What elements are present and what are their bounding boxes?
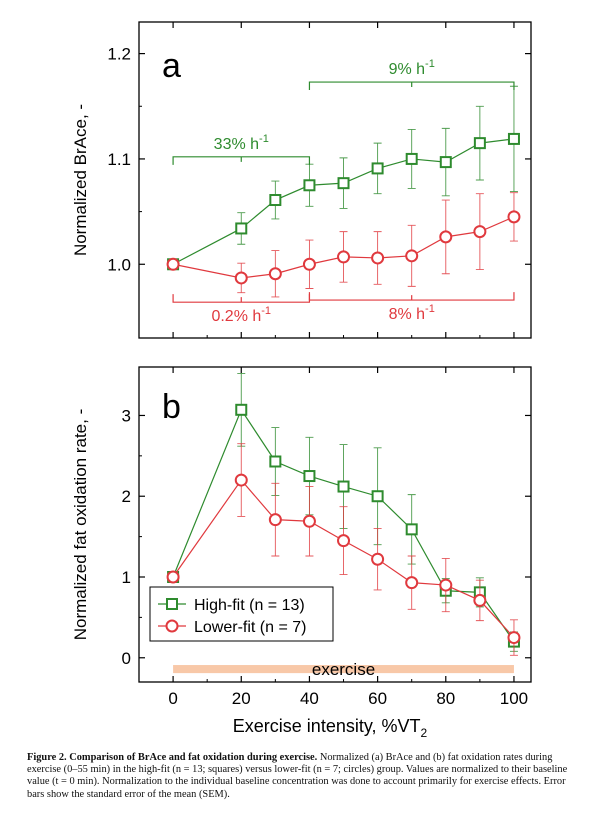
legend-marker-high <box>166 598 178 610</box>
data-point-low <box>302 514 316 528</box>
axes-frame <box>138 21 532 339</box>
annotation-rate: 8% h <box>389 306 425 323</box>
y-tick-label: 1.0 <box>107 255 131 274</box>
y-tick-label: 1 <box>122 568 131 587</box>
data-point-low <box>302 257 316 271</box>
y-axis-label: Normalized fat oxidation rate, - <box>71 409 90 641</box>
data-point-high <box>303 179 316 192</box>
data-point-high <box>235 403 248 416</box>
annotation-unit-exponent: -1 <box>425 58 435 70</box>
annotation-bracket <box>308 81 515 91</box>
data-point-low <box>405 576 419 590</box>
x-tick-label: 80 <box>436 689 455 708</box>
data-point-low <box>371 251 385 265</box>
annotation-label: 8% h-1 <box>389 303 435 323</box>
legend-box <box>149 586 334 642</box>
annotation-bracket <box>172 156 311 165</box>
data-point-high <box>235 222 248 235</box>
data-point-low <box>166 570 180 584</box>
caption-title: Figure 2. Comparison of BrAce and fat ox… <box>27 752 318 763</box>
figure-caption: Figure 2. Comparison of BrAce and fat ox… <box>27 752 572 801</box>
data-point-low <box>507 631 521 645</box>
data-point-high <box>371 162 384 175</box>
data-point-high <box>371 490 384 503</box>
annotation-rate: 33% h <box>214 136 259 153</box>
x-axis-label: Exercise intensity, %VT2 <box>233 716 428 740</box>
data-point-low <box>234 473 248 487</box>
panel-letter: a <box>162 47 181 85</box>
data-point-low <box>473 593 487 607</box>
data-point-low <box>371 552 385 566</box>
data-point-high <box>507 132 520 145</box>
annotation-rate: 0.2% h <box>211 308 261 325</box>
annotation-rate: 9% h <box>389 61 425 78</box>
data-point-low <box>166 257 180 271</box>
legend-label-low: Lower-fit (n = 7) <box>194 619 306 636</box>
series-line-high <box>172 138 515 265</box>
data-point-high <box>269 194 282 207</box>
panel-letter: b <box>162 388 181 426</box>
data-point-high <box>473 137 486 150</box>
y-tick-label: 0 <box>122 649 131 668</box>
data-point-low <box>439 230 453 244</box>
data-point-high <box>337 177 350 190</box>
axes-frame <box>138 366 532 683</box>
annotation-unit-exponent: -1 <box>259 133 269 145</box>
x-tick-label: 60 <box>368 689 387 708</box>
series-line-low <box>172 479 515 638</box>
y-tick-label: 3 <box>122 406 131 425</box>
series-line-low <box>172 216 515 279</box>
x-axis-label-sub: 2 <box>421 726 428 740</box>
x-tick-label: 0 <box>168 689 177 708</box>
x-axis-label-main: Exercise intensity, %VT <box>233 716 421 736</box>
annotation-unit-exponent: -1 <box>425 303 435 315</box>
caption-text: Normalized (a) BrAce and (b) fat oxidati… <box>27 752 568 800</box>
data-point-high <box>269 455 282 468</box>
annotation-unit-exponent: -1 <box>261 305 271 317</box>
y-tick-label: 2 <box>122 487 131 506</box>
panel-b-chart: exercise 0 1 2 3 0 20 40 60 80 100 Normalized fat o… <box>71 366 532 740</box>
annotation-bracket <box>172 294 311 303</box>
data-point-high <box>337 480 350 493</box>
data-point-low <box>439 578 453 592</box>
data-point-low <box>268 267 282 281</box>
data-point-high <box>439 156 452 169</box>
y-tick-label: 1.1 <box>107 150 131 169</box>
legend-marker-low <box>165 619 179 633</box>
data-point-low <box>268 513 282 527</box>
y-tick-label: 1.2 <box>107 45 131 64</box>
series-line-high <box>172 408 515 642</box>
annotation-label: 0.2% h-1 <box>211 305 271 325</box>
data-point-high <box>405 152 418 165</box>
data-point-low <box>337 250 351 264</box>
exercise-band <box>173 665 514 674</box>
x-tick-label: 40 <box>300 689 319 708</box>
data-point-high <box>303 470 316 483</box>
data-point-low <box>234 271 248 285</box>
annotation-bracket <box>308 292 515 301</box>
data-point-low <box>473 225 487 239</box>
x-tick-label: 100 <box>500 689 528 708</box>
annotation-label: 33% h-1 <box>214 133 269 153</box>
legend-label-high: High-fit (n = 13) <box>194 597 305 614</box>
data-point-low <box>337 534 351 548</box>
exercise-label: exercise <box>312 660 375 679</box>
data-point-high <box>405 523 418 536</box>
data-point-low <box>405 249 419 263</box>
annotation-label: 9% h-1 <box>389 58 435 78</box>
x-tick-label: 20 <box>232 689 251 708</box>
data-point-low <box>507 210 521 224</box>
y-axis-label: Normalized BrAce, - <box>71 104 90 256</box>
